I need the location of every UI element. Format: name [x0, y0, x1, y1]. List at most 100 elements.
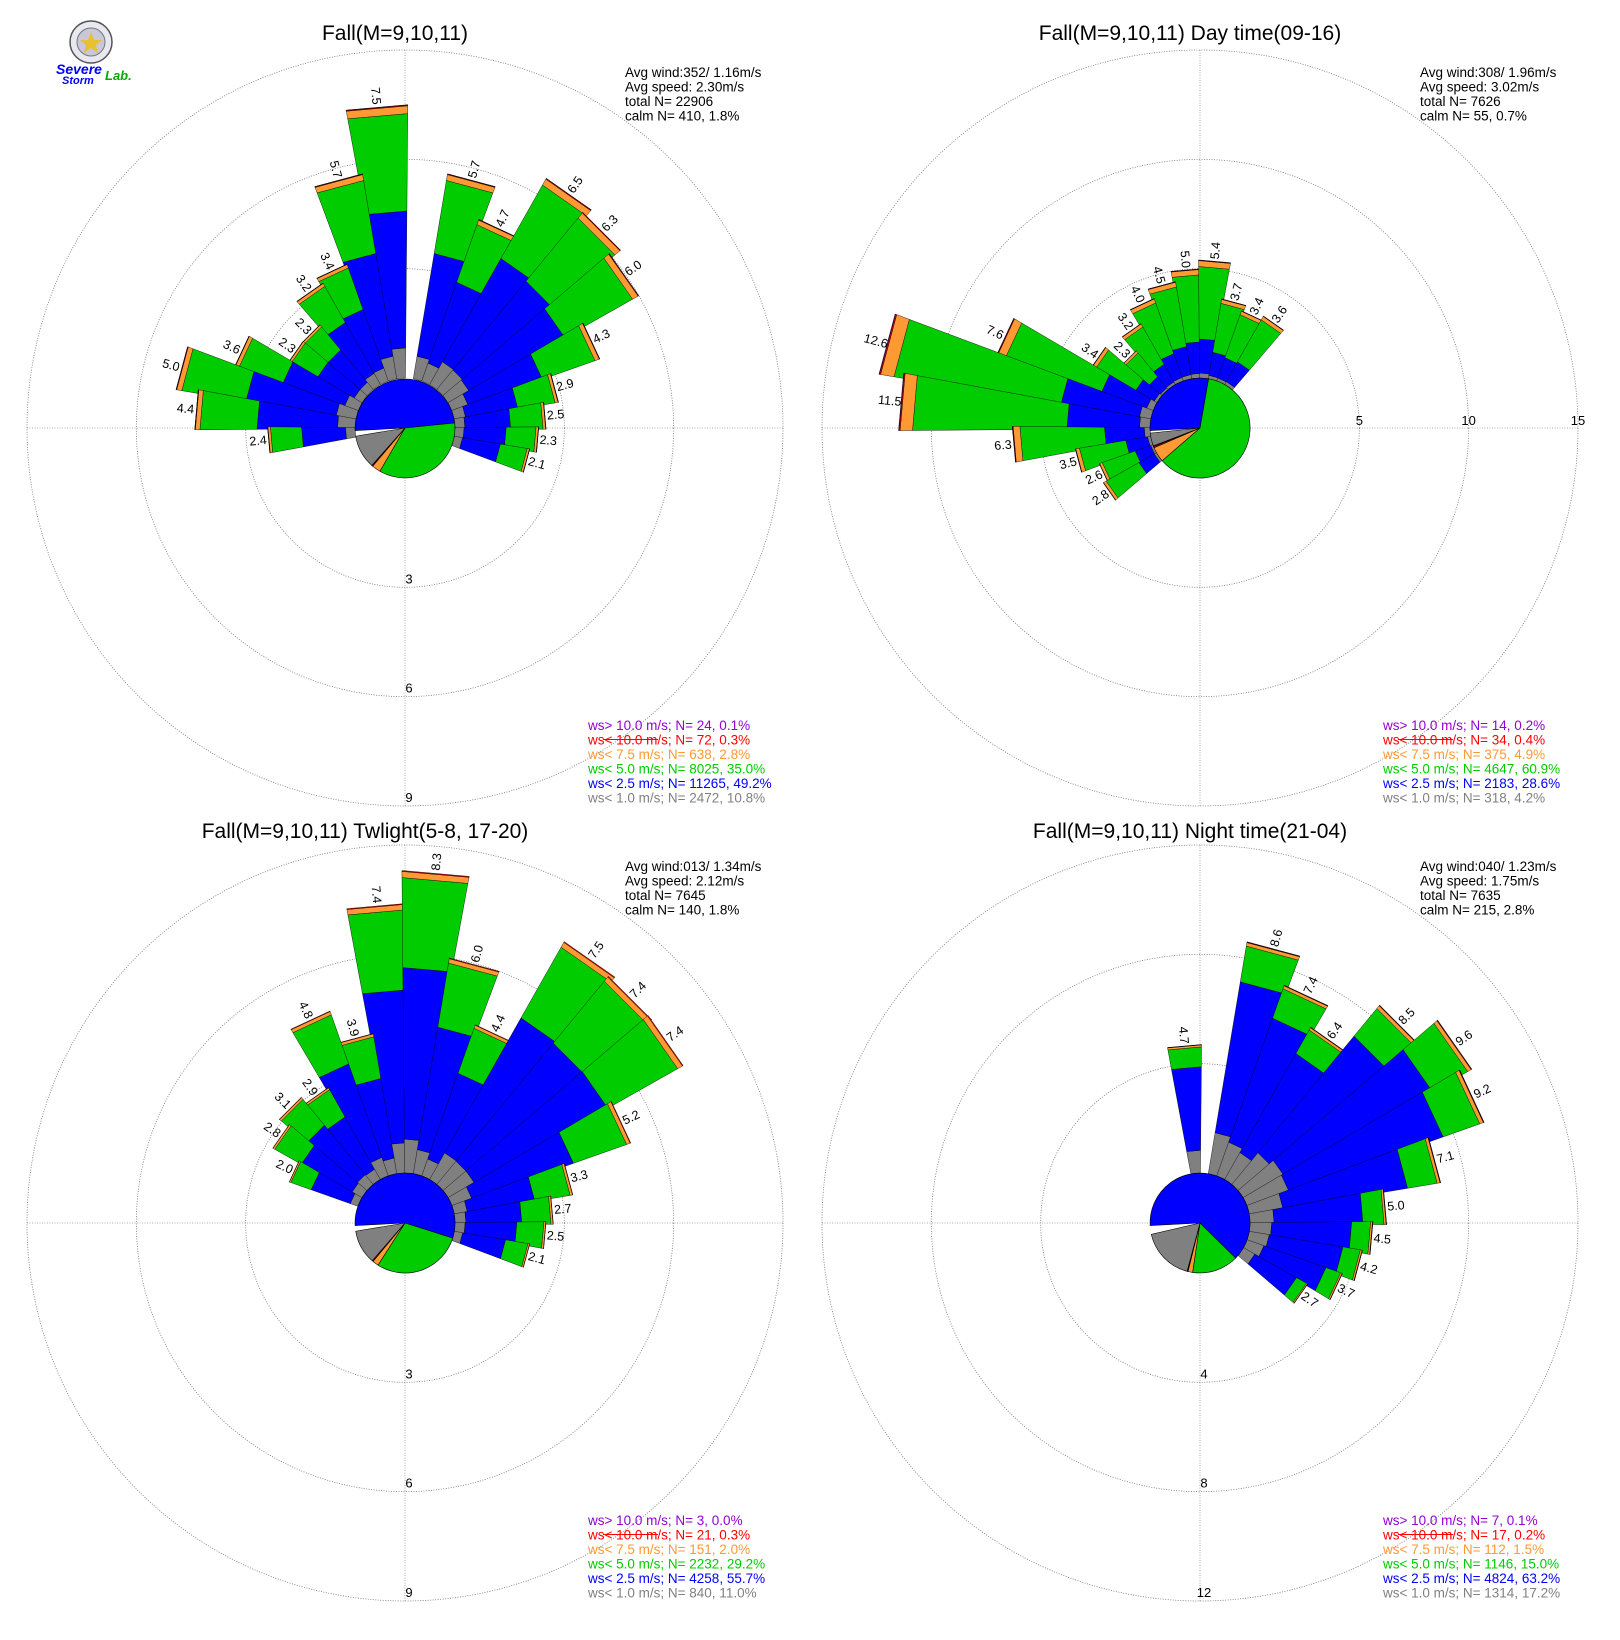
- wind-bar-segment: [1139, 416, 1152, 429]
- wind-bar-segment: [314, 173, 363, 188]
- wind-bar-label: 5.0: [1387, 1198, 1406, 1213]
- wind-bar-label: 5.7: [465, 159, 483, 179]
- wind-bar-segment: [1360, 1189, 1385, 1225]
- ring-label: 4: [1200, 1366, 1207, 1381]
- wind-bar-segment: [647, 1015, 684, 1067]
- logo-line2: Storm: [62, 75, 94, 87]
- wind-bar-label: 7.5: [586, 939, 607, 961]
- wind-bar-label: 2.6: [1083, 467, 1105, 487]
- wind-bar-segment: [610, 1101, 632, 1144]
- legend-entry: ws> 10.0 m/s; N= 3, 0.0%: [587, 1513, 743, 1528]
- wind-bar-segment: [1459, 1069, 1485, 1123]
- wind-bar-label: 4.5: [1150, 265, 1168, 285]
- legend-entry: ws< 1.0 m/s; N= 840, 11.0%: [587, 1586, 757, 1601]
- wind-bar-label: 4.7: [1176, 1026, 1191, 1045]
- panel-title: Fall(M=9,10,11) Day time(09-16): [1039, 22, 1341, 45]
- stat-line: total N= 7635: [1420, 888, 1501, 903]
- legend-entry: ws< 7.5 m/s; N= 638, 2.8%: [587, 747, 750, 762]
- wind-bar-label: 12.6: [862, 331, 889, 351]
- ring: [821, 49, 1579, 807]
- ring-label: 3: [405, 571, 412, 586]
- stat-line: calm N= 140, 1.8%: [625, 903, 739, 918]
- wind-bar-segment: [267, 426, 271, 454]
- wind-bar-label: 4.4: [488, 1012, 508, 1034]
- wind-bar-segment: [401, 870, 470, 878]
- ring-label: 15: [1571, 413, 1585, 428]
- wind-bar-segment: [288, 1160, 300, 1183]
- legend-entry: ws< 5.0 m/s; N= 8025, 35.0%: [587, 762, 765, 777]
- wind-bar-label: 2.1: [527, 1249, 547, 1267]
- stat-line: Avg speed: 1.75m/s: [1420, 874, 1539, 889]
- wind-bar-label: 3.4: [317, 250, 337, 272]
- wind-bar-segment: [175, 346, 188, 390]
- wind-bar-label: 6.4: [1324, 1019, 1345, 1041]
- stat-line: calm N= 410, 1.8%: [625, 109, 739, 124]
- legend-entry: ws< 2.5 m/s; N= 4258, 55.7%: [587, 1571, 765, 1586]
- wind-bar-label: 3.7: [1227, 282, 1245, 302]
- wind-bar-label: 8.6: [1267, 928, 1285, 948]
- wind-bar-segment: [316, 263, 348, 279]
- legend-entry: ws< 2.5 m/s; N= 2183, 28.6%: [1382, 776, 1560, 791]
- wind-bar-label: 5.0: [1177, 250, 1192, 269]
- wind-bar-segment: [523, 448, 531, 473]
- wind-bar-label: 6.0: [622, 257, 644, 278]
- legend-entry: ws< 1.0 m/s; N= 2472, 10.8%: [587, 791, 765, 806]
- wind-rose-panel-2: 5 10 155.0 5.44.54.03.22.33.47.612.611.56.3…: [821, 22, 1585, 807]
- wind-bar-label: 2.5: [546, 407, 565, 422]
- legend-entry: ws> 10.0 m/s; N= 14, 0.2%: [1382, 718, 1545, 733]
- legend-entry: ws< 1.0 m/s; N= 1314, 17.2%: [1382, 1586, 1560, 1601]
- wind-rose-panels: 3697.55.73.43.22.32.33.65.04.42.45.74.76…: [26, 22, 1585, 1602]
- wind-bar-segment: [1354, 1249, 1363, 1281]
- wind-bar-label: 9.6: [1453, 1027, 1475, 1048]
- legend-entry: ws< 7.5 m/s; N= 375, 4.9%: [1382, 747, 1545, 762]
- wind-bar-segment: [563, 941, 616, 979]
- legend-entry: ws< 2.5 m/s; N= 4824, 63.2%: [1382, 1571, 1560, 1586]
- wind-bar-label: 5.4: [1208, 241, 1223, 260]
- wind-bar-segment: [301, 426, 347, 448]
- wind-bar-segment: [1246, 941, 1301, 957]
- panel-title: Fall(M=9,10,11) Twlight(5-8, 17-20): [202, 820, 529, 843]
- wind-bar-segment: [1437, 1019, 1473, 1070]
- wind-bar-label: 4.2: [1359, 1259, 1379, 1277]
- wind-bar-segment: [447, 173, 496, 188]
- stat-line: Avg speed: 3.02m/s: [1420, 80, 1539, 95]
- legend-entry: ws< 10.0 m/s; N= 72, 0.3%: [587, 733, 750, 748]
- wind-bar-segment: [278, 1096, 302, 1120]
- legend-entry: ws< 10.0 m/s; N= 21, 0.3%: [587, 1528, 750, 1543]
- logo: Severe Storm Lab.: [56, 20, 132, 87]
- ring: [930, 953, 1470, 1493]
- wind-bar-segment: [270, 426, 304, 453]
- stat-line: Avg speed: 2.30m/s: [625, 80, 744, 95]
- wind-bar-label: 7.5: [368, 87, 383, 106]
- wind-bar-segment: [543, 1221, 547, 1249]
- wind-bar-segment: [563, 1163, 574, 1196]
- legend-entry: ws< 2.5 m/s; N= 11265, 49.2%: [587, 776, 772, 791]
- wind-bar-label: 2.9: [555, 376, 575, 394]
- wind-bar-segment: [898, 372, 905, 431]
- ring: [930, 158, 1470, 698]
- wind-rose-panel-4: 4 8 12 4.7 8.6 7.4 6.4 8.5 9.6 9.2 7.1 5.0 4.5 4.23.7…: [821, 820, 1579, 1602]
- wind-bar-segment: [194, 389, 199, 430]
- wind-bar-segment: [1129, 298, 1155, 310]
- stat-line: total N= 7626: [1420, 94, 1501, 109]
- wind-rose-panel-1: 3697.55.73.43.22.32.33.65.04.42.45.74.76…: [26, 22, 784, 807]
- legend-entry: ws< 7.5 m/s; N= 112, 1.5%: [1382, 1542, 1544, 1557]
- wind-bar-segment: [582, 212, 621, 251]
- wind-bar-label: 8.3: [429, 853, 444, 872]
- wind-bar-segment: [523, 1243, 531, 1268]
- wind-bar-segment: [1102, 482, 1116, 501]
- wind-bar-label: 2.3: [539, 433, 558, 448]
- stat-line: Avg wind:352/ 1.16m/s: [625, 65, 762, 80]
- pie-slice: [379, 422, 456, 479]
- stat-line: Avg wind:013/ 1.34m/s: [625, 859, 762, 874]
- pie-slice: [1161, 378, 1251, 479]
- wind-bar-segment: [1186, 1150, 1201, 1175]
- wind-bar-label: 3.3: [569, 1167, 589, 1185]
- stat-line: calm N= 55, 0.7%: [1420, 109, 1527, 124]
- wind-bar-segment: [347, 909, 408, 994]
- legend-entry: ws< 5.0 m/s; N= 2232, 29.2%: [587, 1557, 765, 1572]
- stat-line: Avg wind:040/ 1.23m/s: [1420, 859, 1557, 874]
- wind-bar-segment: [1147, 281, 1176, 290]
- legend-entry: ws< 1.0 m/s; N= 318, 4.2%: [1382, 791, 1545, 806]
